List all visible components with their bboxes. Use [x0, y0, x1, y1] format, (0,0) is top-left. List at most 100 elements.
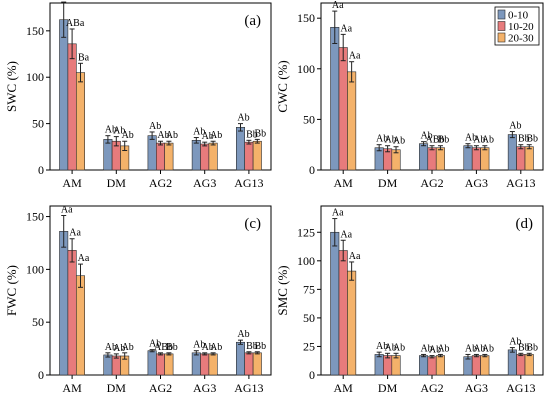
legend-swatch — [497, 32, 506, 43]
significance-label: Bb — [518, 342, 530, 353]
x-tick-label: AG3 — [465, 176, 488, 190]
x-tick-label: AM — [62, 176, 82, 190]
bar — [67, 43, 77, 171]
significance-label: Ab — [166, 130, 178, 141]
x-tick-label: AG3 — [193, 176, 216, 190]
significance-label: Ab — [237, 113, 249, 124]
significance-label: Ab — [149, 339, 161, 350]
significance-label: Ab — [509, 121, 521, 132]
bar — [111, 355, 121, 376]
legend-entry: 10-20 — [508, 21, 534, 33]
y-tick-label: 150 — [26, 24, 44, 38]
panel-label: (a) — [244, 13, 261, 29]
y-axis-label: SWC (%) — [4, 61, 19, 112]
significance-label: Ab — [237, 329, 249, 340]
bar — [147, 135, 157, 171]
panel-label: (d) — [516, 216, 534, 232]
bar — [524, 146, 534, 171]
bar — [164, 353, 174, 376]
x-tick-label: AG13 — [506, 381, 535, 395]
bar — [103, 139, 113, 171]
significance-label: Ab — [113, 126, 125, 137]
bar — [516, 146, 526, 171]
bar — [427, 356, 437, 376]
significance-label: Aa — [340, 23, 352, 34]
significance-label: Bb — [246, 341, 258, 352]
bar — [200, 143, 210, 171]
x-tick-label: AG13 — [506, 176, 535, 190]
significance-label: Ab — [482, 135, 494, 146]
x-tick-label: AG2 — [149, 176, 172, 190]
significance-label: Ab — [113, 343, 125, 354]
significance-label: Aa — [78, 253, 90, 264]
bar — [419, 143, 429, 171]
bar — [435, 355, 445, 376]
y-tick-label: 50 — [32, 117, 44, 131]
bar — [338, 47, 348, 171]
significance-label: Ab — [105, 342, 117, 353]
significance-label: Bb — [526, 342, 538, 353]
bar — [156, 353, 165, 376]
bar — [67, 250, 77, 376]
significance-label: Ab — [393, 342, 405, 353]
x-tick-label: DM — [378, 176, 398, 190]
significance-label: Bb — [518, 134, 530, 145]
bar — [208, 353, 218, 376]
significance-label: Ab — [393, 136, 405, 147]
significance-label: Ab — [105, 125, 117, 136]
significance-label: Ab — [420, 131, 432, 142]
bar — [75, 275, 85, 376]
bar — [383, 355, 393, 376]
y-tick-label: 100 — [26, 70, 44, 84]
bar — [427, 147, 437, 171]
y-tick-label: 0 — [309, 368, 315, 382]
y-tick-label: 0 — [38, 163, 44, 177]
bar — [208, 142, 218, 171]
legend-entry: 20-30 — [508, 33, 534, 45]
x-tick-label: AG13 — [234, 176, 263, 190]
bar — [471, 355, 481, 376]
bar — [374, 354, 384, 376]
significance-label: Aa — [332, 0, 344, 11]
bar — [507, 349, 517, 376]
bar — [252, 140, 262, 171]
y-tick-label: 50 — [32, 315, 44, 329]
significance-label: Bb — [166, 342, 178, 353]
bar — [524, 354, 534, 376]
significance-label: Aa — [349, 251, 361, 262]
bar — [191, 352, 201, 376]
significance-label: ABa — [66, 18, 85, 29]
significance-label: Ab — [384, 135, 396, 146]
legend-entry: 0-10 — [508, 10, 529, 22]
y-tick-label: 25 — [303, 339, 315, 353]
bar — [391, 355, 401, 376]
significance-label: Ab — [465, 133, 477, 144]
bar — [480, 147, 490, 171]
panel-d: 0 25 50 75 100 125 SMC (%) (d) AM DM AG2 AG3 AG13 Aa A… — [275, 205, 544, 395]
y-tick-label: 50 — [303, 112, 315, 126]
significance-label: Ab — [473, 135, 485, 146]
significance-label: Ab — [157, 130, 169, 141]
significance-label: Aa — [340, 229, 352, 240]
bar — [236, 127, 246, 171]
significance-label: Ab — [482, 343, 494, 354]
significance-label: Ab — [509, 337, 521, 348]
significance-label: Ab — [122, 130, 134, 141]
panel-label: (c) — [244, 216, 261, 232]
significance-label: Ab — [149, 121, 161, 132]
bar — [507, 134, 517, 171]
bar — [463, 145, 473, 171]
significance-label: Ab — [193, 340, 205, 351]
y-axis-label: SMC (%) — [275, 265, 290, 315]
significance-label: Ab — [465, 343, 477, 354]
significance-label: ABb — [426, 135, 445, 146]
bar — [103, 354, 113, 376]
significance-label: Ab — [429, 345, 441, 356]
y-tick-label: 150 — [297, 11, 315, 25]
bar — [244, 352, 254, 376]
x-tick-label: DM — [107, 381, 127, 395]
significance-label: Ab — [210, 130, 222, 141]
